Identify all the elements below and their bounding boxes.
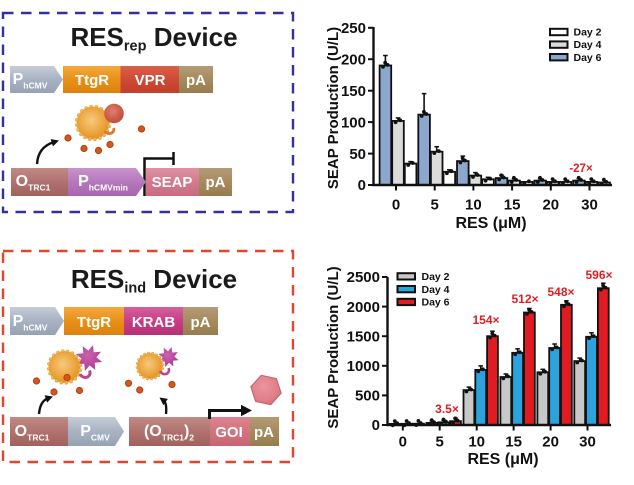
svg-text:VPR: VPR xyxy=(135,72,166,89)
svg-text:RES (μM): RES (μM) xyxy=(455,215,526,232)
svg-text:10: 10 xyxy=(465,197,482,214)
svg-text:TtgR: TtgR xyxy=(77,314,111,331)
svg-text:RESrep Device: RESrep Device xyxy=(70,22,237,55)
svg-text:SEAP: SEAP xyxy=(152,174,193,191)
svg-text:150: 150 xyxy=(341,83,366,100)
svg-text:20: 20 xyxy=(542,197,559,214)
svg-text:RES (μM): RES (μM) xyxy=(467,451,538,468)
svg-text:5: 5 xyxy=(431,197,439,214)
svg-text:100: 100 xyxy=(341,114,366,131)
svg-text:pA: pA xyxy=(191,314,211,331)
svg-text:TtgR: TtgR xyxy=(75,72,109,89)
svg-text:548×: 548× xyxy=(547,285,574,299)
svg-text:15: 15 xyxy=(505,434,522,451)
svg-text:250: 250 xyxy=(341,20,366,37)
svg-text:pA: pA xyxy=(186,72,206,89)
svg-text:Day 4: Day 4 xyxy=(422,284,450,296)
svg-text:2500: 2500 xyxy=(347,269,380,286)
svg-text:KRAB: KRAB xyxy=(132,314,175,331)
svg-text:10: 10 xyxy=(468,434,485,451)
svg-text:50: 50 xyxy=(349,146,366,163)
svg-text:15: 15 xyxy=(504,197,521,214)
svg-text:0: 0 xyxy=(392,197,400,214)
svg-text:596×: 596× xyxy=(585,268,612,282)
svg-text:0: 0 xyxy=(399,434,407,451)
svg-text:SEAP Production (U/L): SEAP Production (U/L) xyxy=(325,266,342,428)
svg-text:pA: pA xyxy=(206,174,226,191)
svg-text:2000: 2000 xyxy=(347,299,380,316)
svg-text:SEAP Production (U/L): SEAP Production (U/L) xyxy=(325,27,342,189)
svg-text:154×: 154× xyxy=(472,313,499,327)
svg-text:20: 20 xyxy=(542,434,559,451)
svg-text:1500: 1500 xyxy=(347,328,380,345)
svg-text:0: 0 xyxy=(372,417,380,434)
svg-text:Day 6: Day 6 xyxy=(574,52,602,64)
svg-text:Day 2: Day 2 xyxy=(422,271,450,283)
svg-text:0: 0 xyxy=(358,177,366,194)
svg-text:500: 500 xyxy=(355,388,380,405)
svg-text:5: 5 xyxy=(436,434,444,451)
svg-text:Day 6: Day 6 xyxy=(422,297,450,309)
svg-text:Day 4: Day 4 xyxy=(574,39,602,51)
svg-text:30: 30 xyxy=(581,197,598,214)
svg-text:Day 2: Day 2 xyxy=(574,27,602,39)
svg-text:pA: pA xyxy=(254,424,274,441)
svg-text:GOI: GOI xyxy=(215,424,243,441)
svg-text:-27×: -27× xyxy=(569,163,593,175)
svg-text:1000: 1000 xyxy=(347,358,380,375)
svg-text:RESind Device: RESind Device xyxy=(71,264,237,297)
svg-text:200: 200 xyxy=(341,51,366,68)
svg-text:512×: 512× xyxy=(511,292,538,306)
svg-text:30: 30 xyxy=(579,434,596,451)
svg-text:3.5×: 3.5× xyxy=(435,402,459,416)
